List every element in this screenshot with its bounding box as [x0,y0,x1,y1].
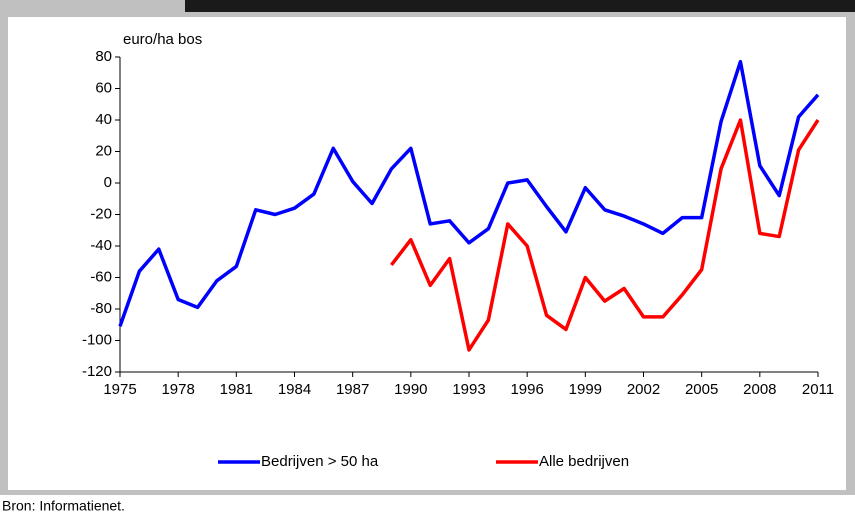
x-tick-label: 1996 [510,381,543,398]
source-note: Bron: Informatienet. [2,498,125,514]
y-axis-label: euro/ha bos [123,31,202,48]
y-tick-label: 0 [104,174,112,191]
y-tick-label: -120 [82,363,112,380]
footer-panel [0,495,855,516]
x-tick-label: 1993 [452,381,485,398]
x-tick-label: 1975 [103,381,136,398]
x-tick-label: 2002 [627,381,660,398]
y-tick-label: -100 [82,331,112,348]
y-tick-label: -80 [90,300,112,317]
x-tick-label: 1999 [569,381,602,398]
x-tick-label: 2008 [743,381,776,398]
chart-panel [8,17,846,490]
header-strip [185,0,855,12]
series-line [390,118,820,352]
series-line [118,59,820,327]
y-tick-label: -40 [90,237,112,254]
x-tick-label: 1984 [278,381,311,398]
x-tick-label: 1987 [336,381,369,398]
y-tick-label: -60 [90,268,112,285]
y-tick-label: 20 [95,142,112,159]
y-tick-label: 80 [95,48,112,65]
legend-label: Bedrijven > 50 ha [261,453,379,470]
x-tick-label: 1978 [161,381,194,398]
y-tick-label: 60 [95,79,112,96]
x-tick-label: 2011 [802,381,834,398]
x-tick-label: 1990 [394,381,427,398]
x-tick-label: 1981 [220,381,253,398]
y-tick-label: 40 [95,111,112,128]
y-tick-label: -20 [90,205,112,222]
x-tick-label: 2005 [685,381,718,398]
legend-label: Alle bedrijven [539,453,629,470]
